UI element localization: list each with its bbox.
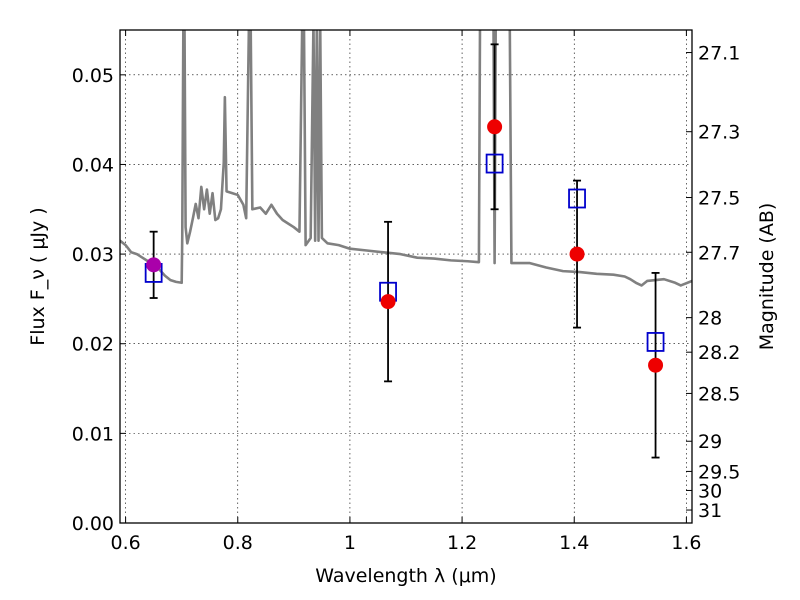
model-photometry-square <box>646 332 665 352</box>
grid <box>120 30 692 524</box>
y-tick-label: 0.04 <box>72 154 114 176</box>
right-axis-label: Magnitude (AB) <box>756 203 778 351</box>
model-spectrum <box>120 30 692 287</box>
mag-tick-label: 28.2 <box>698 342 740 364</box>
mag-tick-label: 27.3 <box>698 122 740 144</box>
mag-tick-label: 29 <box>698 431 722 453</box>
model-photometry-square <box>485 153 504 174</box>
observed-flux-point <box>380 294 396 310</box>
plot-frame <box>119 29 693 524</box>
x-tick-label: 0.6 <box>110 532 140 554</box>
x-tick-label: 1.6 <box>671 532 701 554</box>
y-tick-label: 0.00 <box>72 513 114 535</box>
mag-tick-label: 31 <box>698 500 722 522</box>
optical-flux-point <box>146 257 162 273</box>
model-photometry-square <box>568 188 586 209</box>
mag-tick-label: 27.7 <box>698 242 740 264</box>
x-tick-label: 1.4 <box>559 532 589 554</box>
x-axis-label: Wavelength λ (μm) <box>315 565 496 587</box>
observed-flux-point <box>648 357 664 373</box>
mag-tick-label: 27.1 <box>698 43 740 65</box>
model-spectrum-line <box>120 30 692 287</box>
x-tick-label: 1 <box>344 532 356 554</box>
y-tick-label: 0.01 <box>72 423 114 445</box>
observed-flux-point <box>487 119 503 135</box>
mag-tick-label: 29.5 <box>698 461 740 483</box>
data-markers <box>144 119 665 373</box>
y-tick-label: 0.02 <box>72 334 114 356</box>
x-tick-label: 1.2 <box>447 532 477 554</box>
mag-tick-label: 27.5 <box>698 188 740 210</box>
mag-tick-label: 28 <box>698 308 722 330</box>
observed-flux-point <box>569 246 585 262</box>
y-tick-label: 0.03 <box>72 244 114 266</box>
y-axis-label: Flux F_ν ( μJy ) <box>27 207 49 345</box>
ticks: 0.6 0.8 1 1.2 1.4 1.6 0.00 0.01 0.02 0.03 0.04 0.05… <box>72 30 740 554</box>
mag-tick-label: 28.5 <box>698 383 740 405</box>
x-tick-label: 0.8 <box>223 532 253 554</box>
y-tick-label: 0.05 <box>72 65 114 87</box>
mag-tick-label: 30 <box>698 480 722 502</box>
axis-labels: Wavelength λ (μm) Flux F_ν ( μJy ) Magni… <box>27 203 778 587</box>
